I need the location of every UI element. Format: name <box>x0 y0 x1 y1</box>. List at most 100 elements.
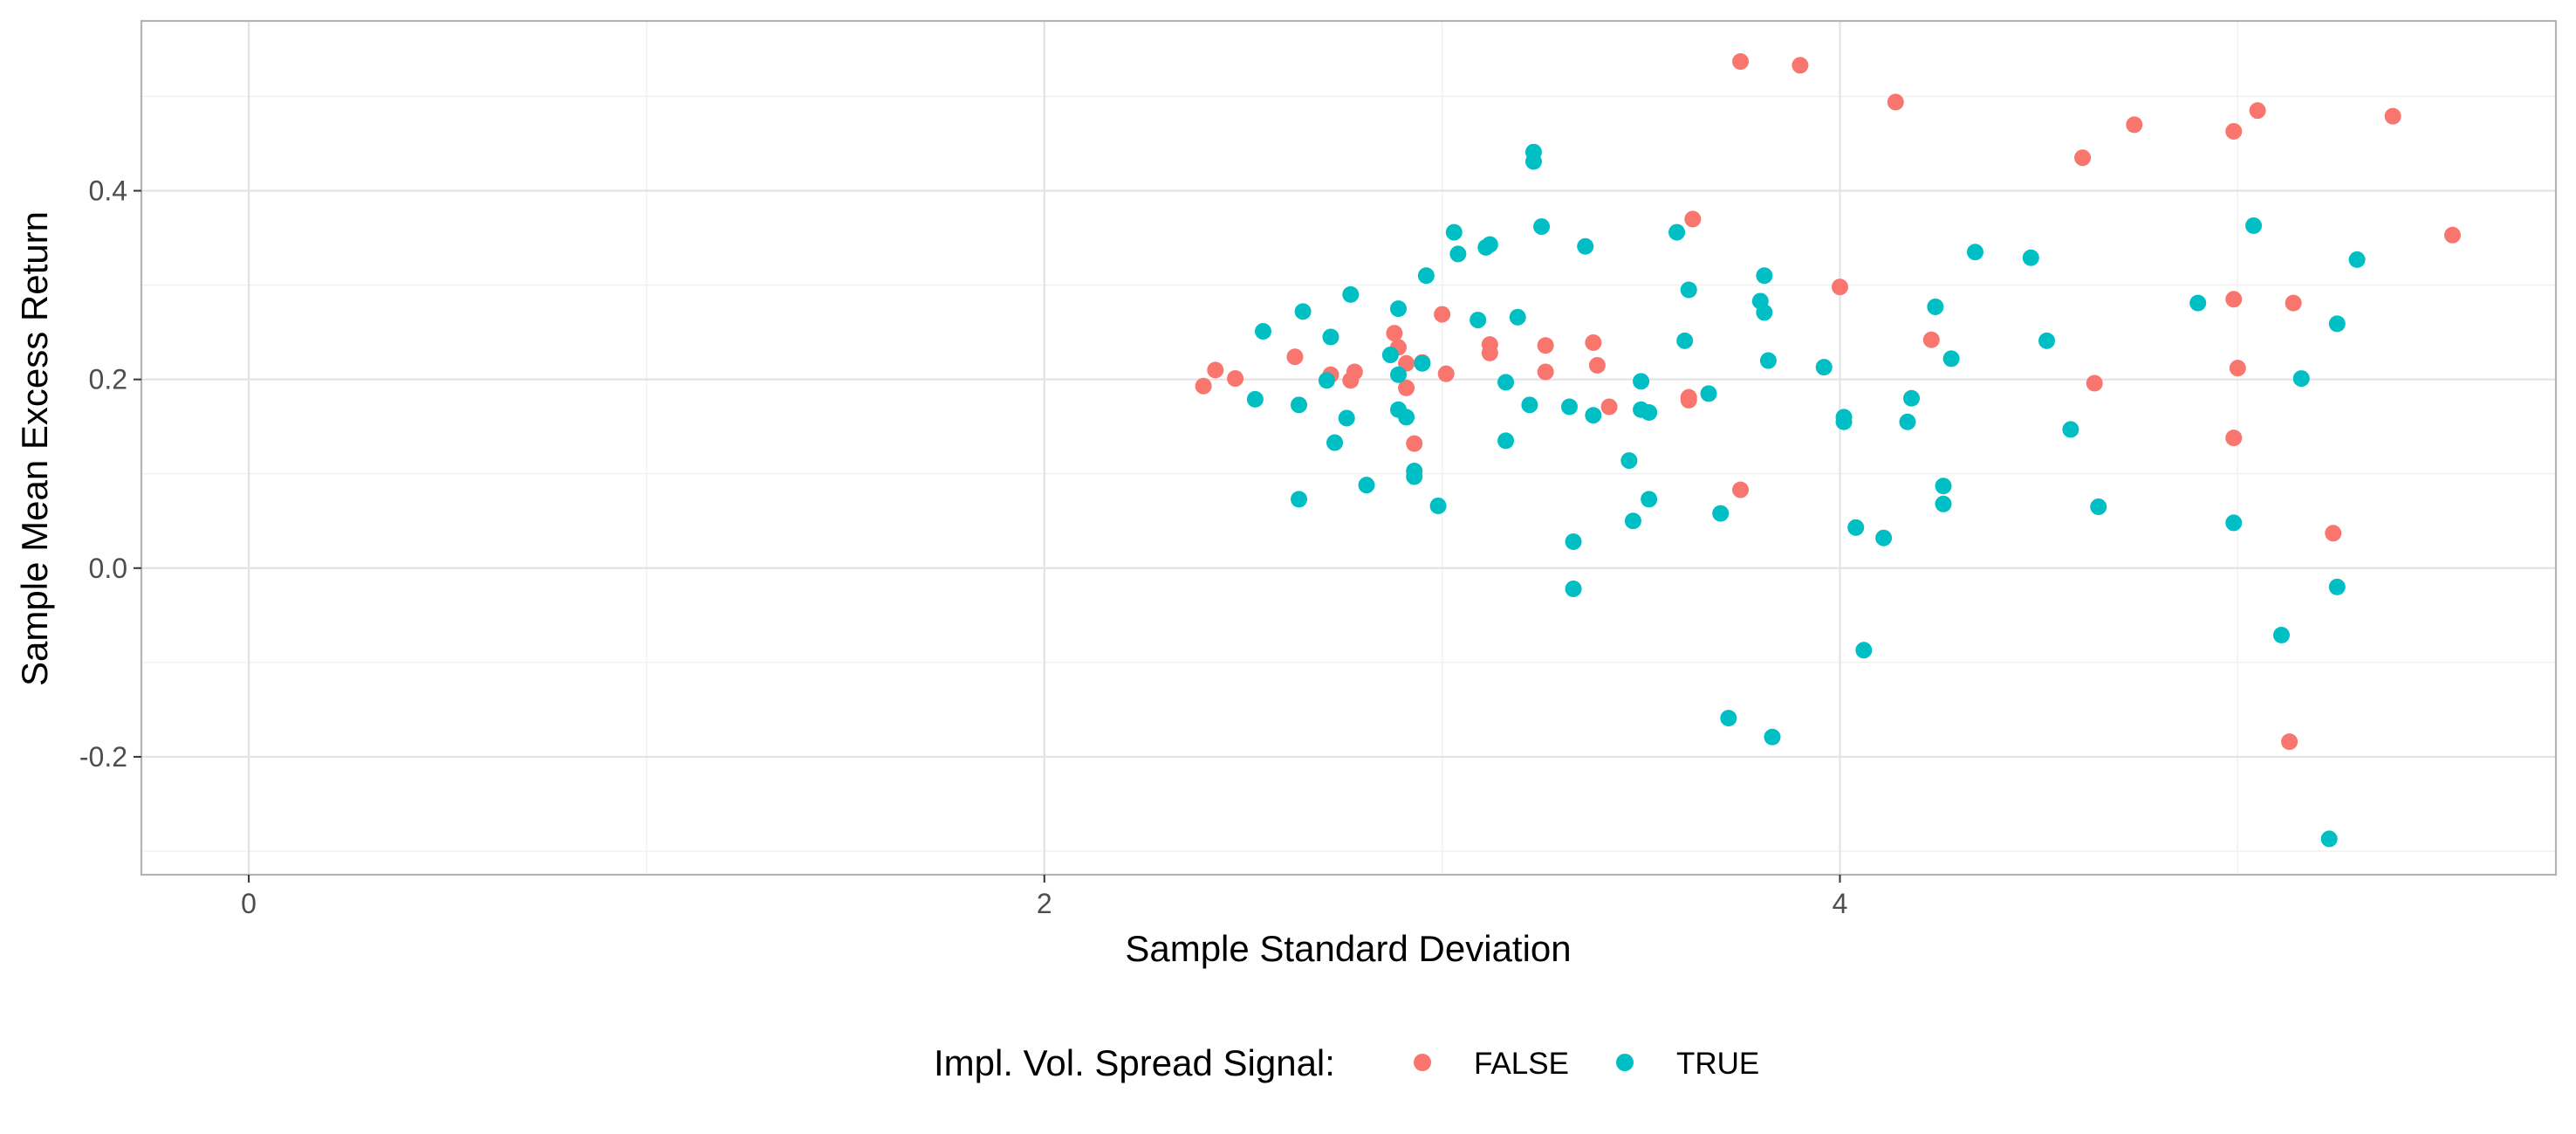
legend-label-true: TRUE <box>1676 1047 1759 1081</box>
point-false <box>1207 361 1224 379</box>
point-false <box>1887 93 1904 111</box>
point-true <box>1470 312 1487 329</box>
point-false <box>2126 116 2143 134</box>
plot-grid <box>141 21 2556 875</box>
point-true <box>1712 505 1730 522</box>
point-false <box>1537 337 1554 354</box>
point-true <box>1624 512 1641 530</box>
x-tick-label: 4 <box>1833 888 1848 919</box>
point-true <box>1406 468 1423 485</box>
point-true <box>1680 281 1697 299</box>
point-true <box>1524 153 1542 170</box>
point-true <box>2320 830 2338 848</box>
point-true <box>1756 267 1773 285</box>
point-true <box>2245 217 2263 235</box>
y-axis: -0.2 0.0 0.2 0.4 <box>79 175 141 773</box>
y-tick-label: 0.2 <box>89 364 127 395</box>
point-false <box>2325 525 2342 542</box>
y-tick-label: 0.0 <box>89 553 127 584</box>
legend-label-false: FALSE <box>1474 1047 1569 1081</box>
point-false <box>1831 278 1848 296</box>
point-false <box>2225 430 2243 447</box>
point-false <box>2086 375 2103 392</box>
x-tick-label: 2 <box>1037 888 1052 919</box>
point-false <box>1684 210 1702 228</box>
point-true <box>1417 267 1435 285</box>
point-true <box>1815 359 1833 376</box>
point-false <box>1732 52 1750 70</box>
point-true <box>2038 332 2056 349</box>
point-false <box>2443 226 2461 244</box>
point-false <box>1398 379 1415 396</box>
point-true <box>2348 251 2366 268</box>
point-true <box>2189 294 2207 312</box>
point-false <box>2074 149 2092 167</box>
point-false <box>2285 294 2302 312</box>
point-true <box>1899 413 1916 430</box>
point-true <box>1294 303 1312 320</box>
y-axis-title: Sample Mean Excess Return <box>14 211 55 686</box>
point-false <box>2249 102 2266 120</box>
point-false <box>1792 57 1809 74</box>
point-true <box>1254 323 1271 340</box>
point-true <box>1565 581 1582 598</box>
point-true <box>1935 478 1952 495</box>
point-false <box>2281 733 2299 751</box>
point-true <box>2292 370 2310 388</box>
point-true <box>1835 413 1853 430</box>
legend-title: Impl. Vol. Spread Signal: <box>934 1042 1335 1083</box>
point-true <box>1927 298 1944 315</box>
point-false <box>1286 348 1304 366</box>
legend-key-true <box>1616 1054 1634 1071</box>
point-false <box>1732 481 1750 498</box>
point-true <box>1497 374 1515 391</box>
point-true <box>1322 328 1339 346</box>
point-false <box>1406 435 1423 452</box>
point-false <box>2229 360 2246 377</box>
point-true <box>1389 300 1407 318</box>
point-true <box>1633 373 1650 390</box>
point-true <box>1668 223 1686 241</box>
point-false <box>2225 122 2243 140</box>
point-true <box>1764 728 1781 746</box>
point-true <box>1521 396 1538 414</box>
point-false <box>1680 391 1697 409</box>
point-false <box>1588 356 1606 374</box>
point-false <box>1346 363 1363 381</box>
point-true <box>1429 497 1447 514</box>
point-true <box>1326 434 1344 451</box>
point-true <box>1641 491 1658 508</box>
point-true <box>1533 218 1551 236</box>
point-true <box>1381 347 1399 364</box>
point-true <box>2272 627 2290 644</box>
point-true <box>1620 452 1638 470</box>
legend-key-false <box>1414 1054 1431 1071</box>
point-true <box>2062 421 2079 438</box>
point-true <box>1942 350 1960 368</box>
point-true <box>1291 396 1308 414</box>
point-false <box>1600 398 1618 416</box>
point-true <box>2022 249 2039 266</box>
point-false <box>1386 325 1403 342</box>
point-true <box>1481 236 1498 253</box>
point-false <box>1434 306 1451 323</box>
point-true <box>2225 514 2243 532</box>
point-true <box>1389 366 1407 383</box>
point-true <box>1565 533 1582 551</box>
plot-points <box>1195 52 2461 848</box>
point-true <box>1759 352 1777 369</box>
point-true <box>1756 304 1773 321</box>
point-true <box>1560 398 1578 416</box>
x-axis-title: Sample Standard Deviation <box>1125 928 1571 969</box>
point-true <box>1935 495 1952 512</box>
point-true <box>1966 244 1983 261</box>
point-false <box>1537 363 1554 381</box>
point-true <box>1875 529 1893 546</box>
y-tick-label: 0.4 <box>89 175 127 207</box>
point-false <box>1195 377 1212 395</box>
point-true <box>2090 498 2107 516</box>
point-false <box>1481 336 1498 354</box>
point-true <box>1577 237 1594 255</box>
point-true <box>2328 315 2346 333</box>
point-true <box>1903 389 1921 407</box>
